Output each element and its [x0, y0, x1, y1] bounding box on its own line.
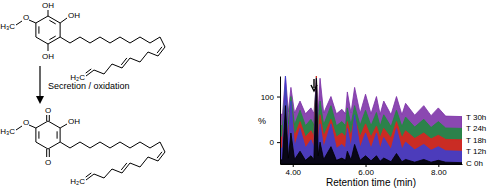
tick-mark	[438, 164, 439, 167]
bond	[57, 131, 58, 138]
bond	[48, 37, 60, 44]
trace	[280, 76, 462, 164]
atom-label: H₃C	[0, 127, 15, 136]
chain	[60, 37, 165, 76]
trace	[280, 76, 462, 164]
bond	[86, 173, 92, 177]
bond	[29, 20, 36, 23]
reaction-arrowhead	[36, 96, 44, 104]
reaction-scheme: OHOHOHOH₃CH₂CSecretion / oxidationOOHOOH…	[0, 1, 165, 186]
bond	[49, 115, 50, 121]
trace	[280, 78, 462, 164]
bond	[35, 23, 36, 37]
tick: 4.00	[285, 164, 301, 177]
tick-mark	[366, 164, 367, 167]
reaction-label: Secretion / oxidation	[48, 81, 130, 91]
bond	[36, 142, 48, 149]
bond	[86, 69, 92, 73]
series-label: T 24h	[466, 124, 486, 133]
bond	[49, 149, 50, 157]
bond	[48, 44, 49, 51]
bond	[46, 149, 47, 157]
bond	[49, 20, 55, 24]
bond	[157, 47, 162, 53]
atom-label: O	[45, 106, 51, 115]
trace	[280, 76, 462, 164]
tick-label: 0	[270, 138, 275, 147]
bond	[157, 152, 162, 158]
bond	[60, 18, 67, 23]
bond	[60, 23, 61, 37]
x-axis-title: Retention time (min)	[326, 177, 416, 188]
tick-mark	[277, 142, 280, 143]
tick: 100	[261, 93, 280, 102]
series-label: T 12h	[466, 147, 486, 156]
atom-label: OH	[68, 11, 80, 20]
bond	[29, 125, 36, 128]
bond	[38, 26, 39, 33]
tick-label: 100	[261, 93, 275, 102]
tick-mark	[293, 164, 294, 167]
tick: 8.00	[431, 164, 447, 177]
axis-line	[281, 164, 463, 165]
bond	[35, 128, 36, 142]
bond	[60, 124, 67, 128]
chain	[60, 142, 165, 180]
bond	[48, 10, 49, 16]
atom-label: OH	[68, 117, 80, 126]
tick: 0	[270, 138, 280, 147]
figure: OHOHOHOH₃CH₂CSecretion / oxidationOOHOOH…	[0, 0, 500, 188]
y-axis-title: %	[258, 116, 266, 126]
bond	[60, 128, 61, 142]
reactant: OHOHOHOH₃CH₂C	[0, 1, 165, 82]
atom-label: H₃C	[0, 22, 15, 31]
tick-label: 8.00	[431, 168, 447, 177]
series-label: T 30h	[466, 113, 486, 122]
tick-label: 4.00	[285, 168, 301, 177]
tick-label: 6.00	[358, 168, 374, 177]
axis-line	[280, 77, 281, 165]
atom-label: O	[45, 158, 51, 167]
series-label: T 18h	[466, 136, 486, 145]
peak-arrow	[311, 79, 317, 91]
bond	[48, 142, 60, 149]
atom-label: OH	[42, 52, 54, 61]
bond	[36, 37, 48, 44]
bond	[49, 36, 55, 40]
bond	[48, 16, 60, 23]
bond	[16, 126, 22, 130]
reaction-arrow	[39, 66, 40, 98]
product: O OH O O H₃C H₂C	[0, 106, 165, 186]
x-axis: 4.00 6.00 8.00	[281, 164, 463, 177]
trace	[280, 76, 462, 164]
tick-mark	[277, 97, 280, 98]
bond	[121, 58, 127, 65]
bond	[48, 121, 60, 128]
atom-label: OH	[42, 1, 54, 10]
tick: 6.00	[358, 164, 374, 177]
bond	[16, 21, 22, 25]
atom-label: O	[23, 13, 29, 22]
bond	[121, 163, 127, 170]
atom-label: O	[23, 118, 29, 127]
bond	[38, 131, 39, 138]
bond	[36, 16, 48, 23]
series-label: C 0h	[466, 159, 483, 168]
bond	[46, 115, 47, 121]
atom-label: H₂C	[70, 177, 85, 186]
bond	[36, 121, 48, 128]
plot-area	[280, 76, 462, 164]
